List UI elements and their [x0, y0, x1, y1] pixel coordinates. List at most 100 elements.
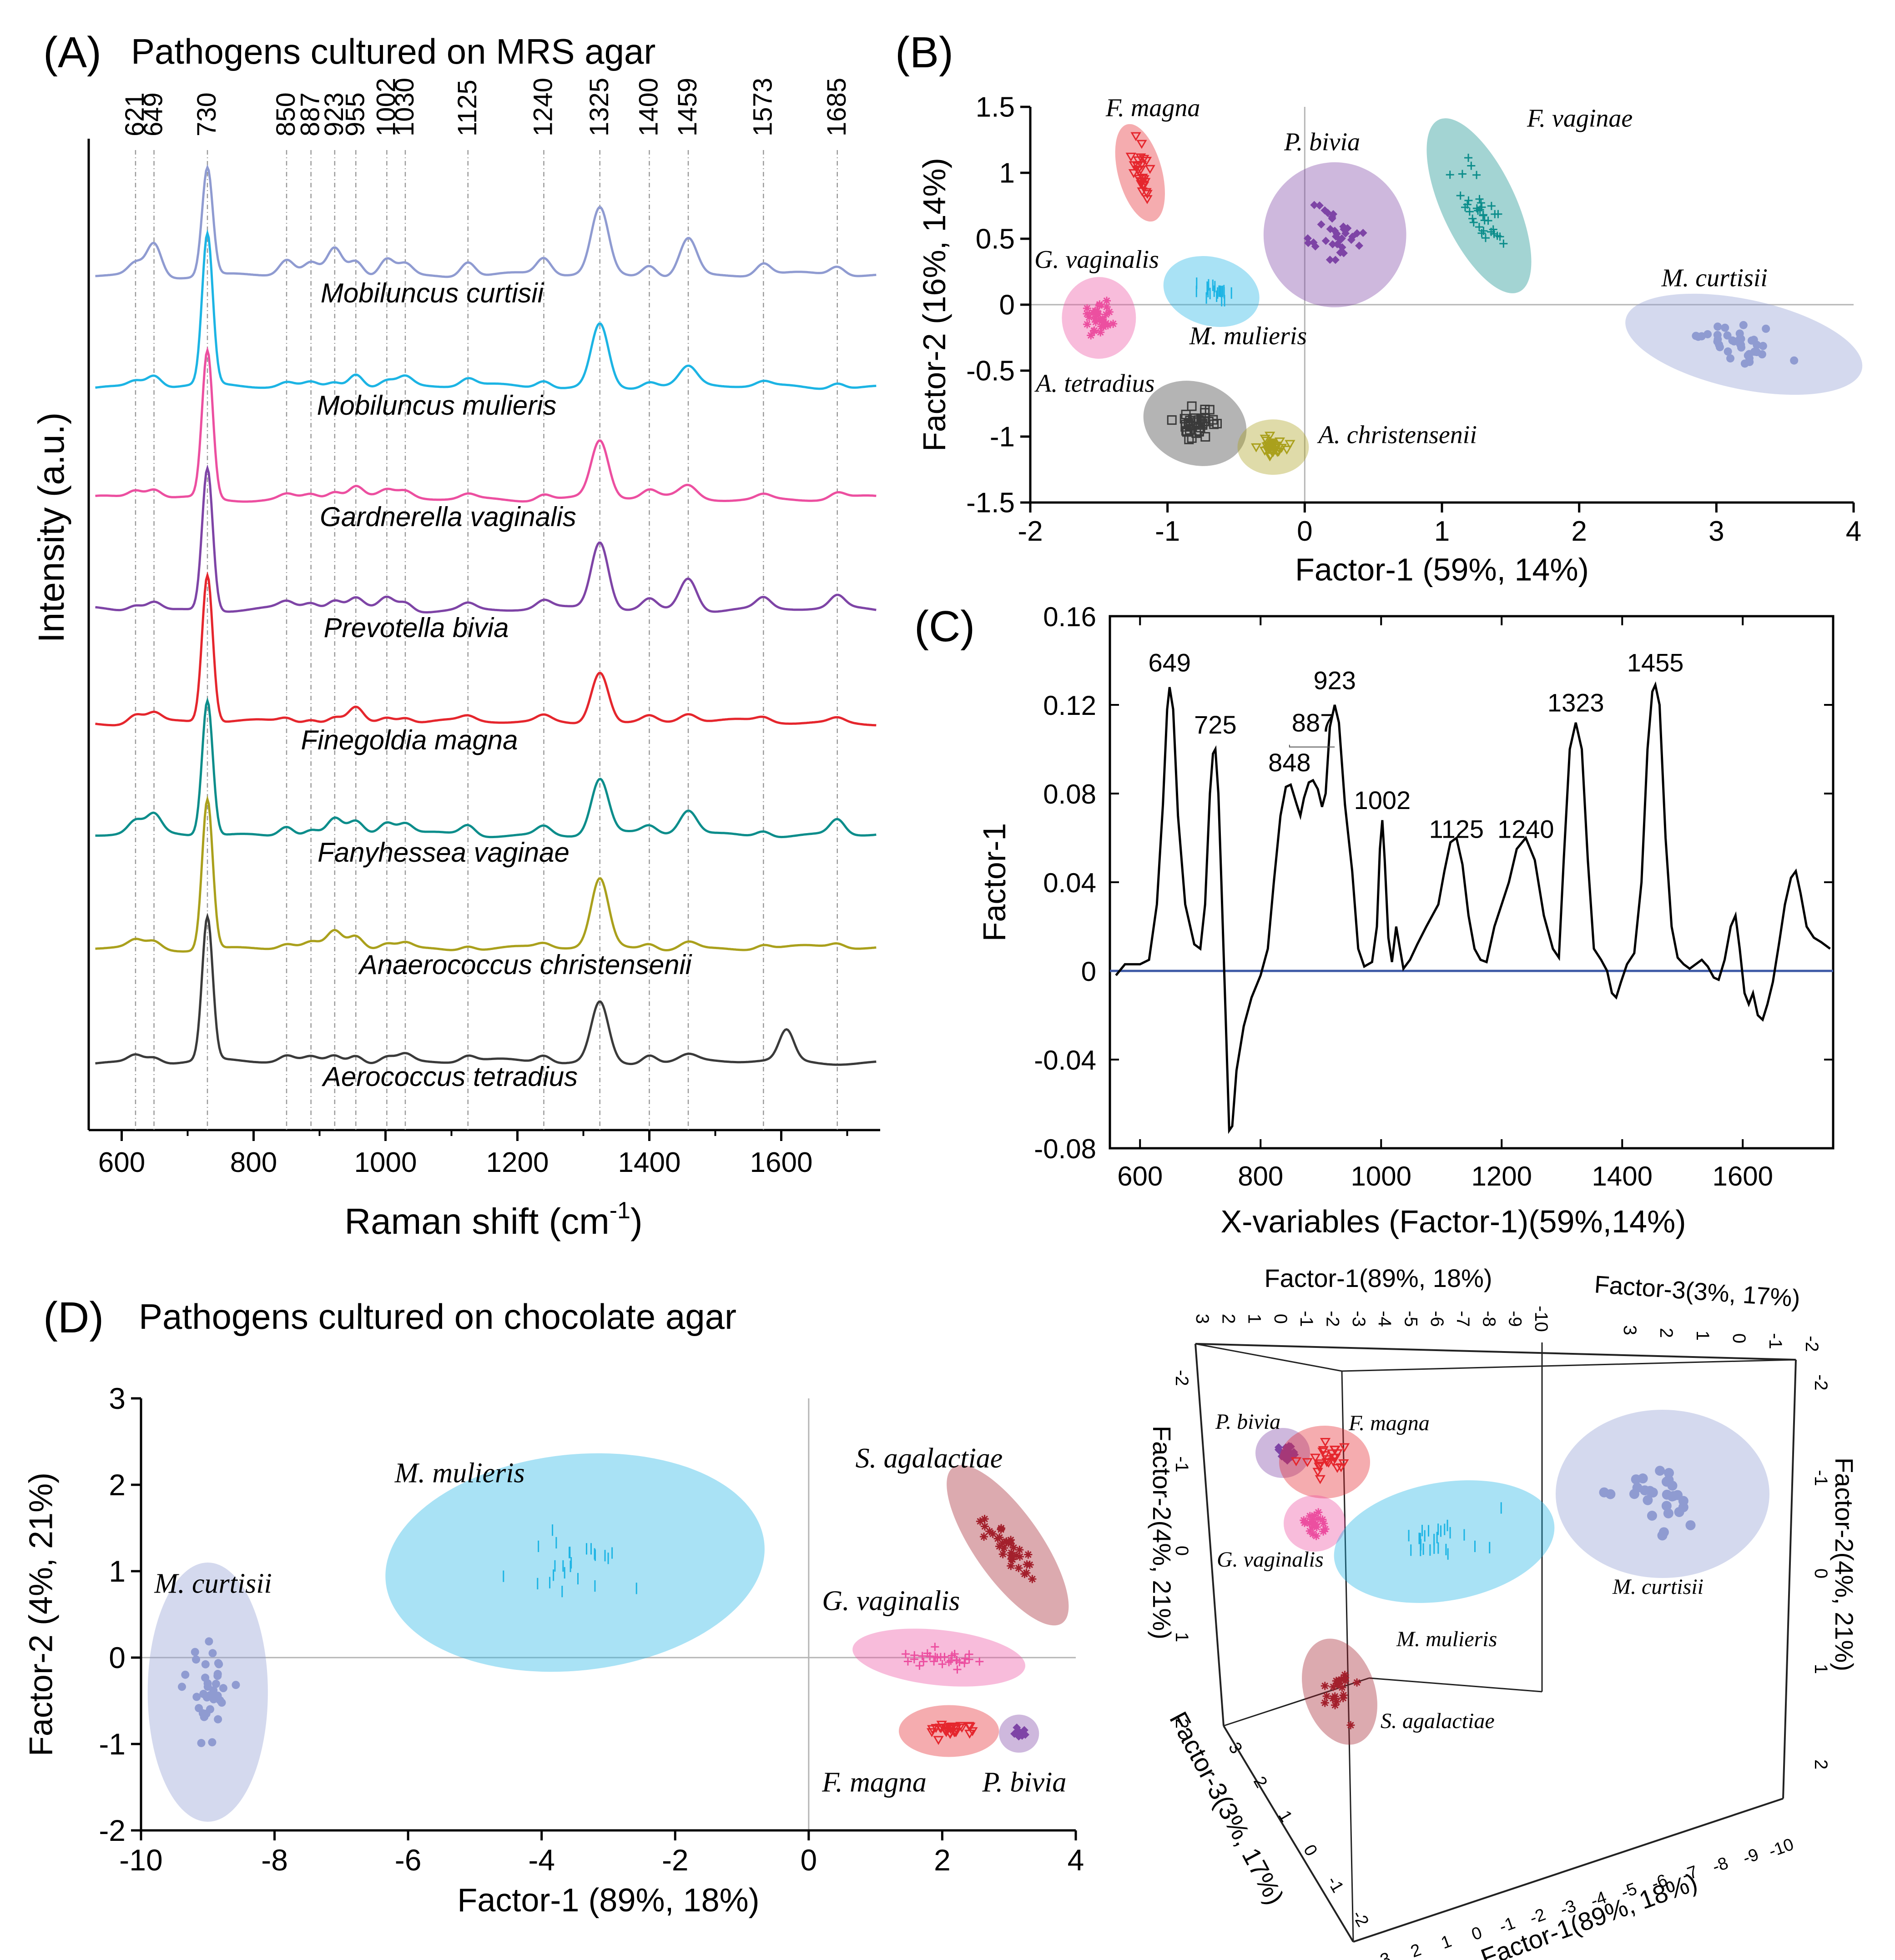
- data-point-g-vaginalis: [918, 1652, 927, 1660]
- data-point-g-vaginalis: [1319, 1519, 1328, 1528]
- data-point-m-curtisii: [1739, 321, 1748, 329]
- data-point-g-vaginalis: [1309, 1521, 1317, 1529]
- data-point-g-vaginalis: [961, 1654, 969, 1663]
- data-point-m-curtisii: [214, 1659, 222, 1668]
- data-point-g-vaginalis: [1314, 1508, 1323, 1517]
- peak-label-1125: 1125: [453, 80, 482, 136]
- data-point-m-curtisii: [219, 1684, 227, 1693]
- group-label-s-agalactiae: S. agalactiae: [856, 1443, 1003, 1474]
- y-tick-label: -0.04: [1034, 1045, 1096, 1075]
- data-point-m-curtisii: [192, 1693, 201, 1701]
- data-point-m-curtisii: [1737, 341, 1745, 349]
- data-point-s-agalactiae: [985, 1527, 994, 1536]
- data-point-g-vaginalis: [1096, 328, 1105, 337]
- series-label-mobiluncus-curtisii: Mobiluncus curtisii: [321, 278, 544, 308]
- data-point-f-magna: [1302, 1458, 1313, 1467]
- x-tick-label-top: 3: [1192, 1314, 1212, 1324]
- x-tick-label: 3: [1709, 516, 1724, 547]
- data-point-f-magna: [1128, 169, 1139, 178]
- data-point-m-curtisii: [208, 1649, 217, 1658]
- data-point-f-magna: [926, 1728, 937, 1737]
- data-point-m-curtisii: [1655, 1466, 1665, 1476]
- data-point-s-agalactiae: [1332, 1698, 1341, 1706]
- data-point-p-bivia: [1359, 229, 1367, 237]
- data-point-m-curtisii: [1759, 342, 1767, 350]
- data-point-f-vaginae: [1493, 231, 1502, 240]
- data-point-s-agalactiae: [1320, 1699, 1329, 1707]
- data-point-f-magna: [1329, 1453, 1340, 1463]
- data-point-m-curtisii: [198, 1709, 207, 1718]
- y-tick-label: -1: [99, 1727, 126, 1761]
- x-tick-label: -8: [261, 1843, 288, 1877]
- x-tick-label-bottom: -9: [1740, 1845, 1761, 1868]
- data-point-f-magna: [1315, 1475, 1325, 1484]
- peak-label-887: 887: [1292, 708, 1334, 737]
- peak-label-923: 923: [1314, 666, 1356, 695]
- group-label-p-bivia: P. bivia: [1284, 128, 1360, 156]
- group-label-a-tetradius: A. tetradius: [1034, 369, 1154, 397]
- data-point-p-bivia: [1328, 240, 1337, 249]
- data-point-m-curtisii: [205, 1637, 213, 1646]
- data-point-m-curtisii: [1685, 1520, 1696, 1530]
- data-point-m-curtisii: [1744, 351, 1752, 360]
- x-tick-label-bottom: -8: [1710, 1854, 1731, 1877]
- data-point-g-vaginalis: [919, 1657, 928, 1666]
- data-point-m-curtisii: [177, 1683, 186, 1691]
- peak-label-1573: 1573: [748, 78, 777, 136]
- data-point-m-curtisii: [1661, 1501, 1672, 1511]
- plot-frame: [1109, 615, 1835, 1150]
- data-point-a-christensenii: [1281, 446, 1292, 455]
- x-tick-label: -2: [1018, 516, 1043, 547]
- data-point-f-magna: [964, 1729, 975, 1739]
- panel-title: Pathogens cultured on chocolate agar: [139, 1297, 736, 1337]
- y-tick-label: 0.08: [1043, 779, 1096, 809]
- x-tick-label: -1: [1155, 516, 1180, 547]
- data-point-g-vaginalis: [953, 1665, 962, 1674]
- z-tick-label-bottom: 3: [1225, 1739, 1246, 1757]
- x-tick-label: -10: [119, 1843, 162, 1877]
- data-point-f-vaginae: [1467, 161, 1476, 170]
- x-tick-label: 2: [934, 1843, 951, 1877]
- x-tick-label-top: -10: [1531, 1306, 1551, 1332]
- box-edge-inner-left: [1195, 1343, 1342, 1372]
- panel-a: (A) Pathogens cultured on MRS agar 600 800 1…: [31, 28, 880, 1241]
- data-point-g-vaginalis: [1089, 327, 1098, 335]
- data-point-m-curtisii: [1647, 1511, 1657, 1521]
- data-point-g-vaginalis: [1314, 1514, 1322, 1523]
- y-tick-label: 3: [109, 1382, 126, 1415]
- data-point-f-vaginae: [1476, 206, 1484, 214]
- data-point-f-vaginae: [1469, 218, 1478, 227]
- data-point-f-magna: [1323, 1458, 1334, 1468]
- data-point-f-vaginae: [1477, 199, 1485, 207]
- data-point-s-agalactiae: [1007, 1548, 1016, 1557]
- data-point-m-curtisii: [1753, 348, 1761, 357]
- data-point-s-agalactiae: [998, 1550, 1007, 1558]
- x-tick-label-top: -4: [1375, 1311, 1395, 1327]
- panel-d-3d: 3 2 1 0 -1 -2 -3 -4 -5 -6 -7 -8 -9 -103 2 1 0 -1 -2 -3 -4 -5-…: [1148, 1264, 1859, 1960]
- data-point-g-vaginalis: [923, 1649, 932, 1658]
- data-point-a-tetradius: [1181, 409, 1191, 419]
- data-point-f-magna: [1136, 140, 1147, 149]
- x-tick-label: 600: [98, 1147, 145, 1178]
- data-point-g-vaginalis: [903, 1657, 912, 1666]
- y-tick-label: -2: [99, 1814, 126, 1847]
- data-point-g-vaginalis: [1105, 307, 1114, 316]
- data-point-g-vaginalis: [1102, 310, 1110, 319]
- data-point-p-bivia: [1014, 1727, 1023, 1735]
- x-tick-label: 1000: [1351, 1161, 1411, 1191]
- y-tick-label: 1: [109, 1554, 126, 1588]
- x-axis-label: Factor-1 (89%, 18%): [457, 1882, 759, 1919]
- data-point-s-agalactiae: [1007, 1536, 1015, 1544]
- data-point-f-magna: [1290, 1457, 1302, 1467]
- x-tick-label-bottom: -10: [1766, 1835, 1796, 1861]
- data-point-g-vaginalis: [1311, 1520, 1320, 1528]
- panel-label: (D): [43, 1293, 104, 1342]
- peak-label-1459: 1459: [673, 78, 702, 136]
- data-point-a-christensenii: [1250, 443, 1262, 452]
- data-point-f-vaginae: [1472, 171, 1481, 179]
- panel-d: (D) Pathogens cultured on chocolate agar -…: [23, 1293, 1084, 1919]
- data-point-s-agalactiae: [1341, 1677, 1349, 1685]
- x-tick-label: 1000: [354, 1147, 417, 1178]
- data-point-f-magna: [1133, 166, 1144, 175]
